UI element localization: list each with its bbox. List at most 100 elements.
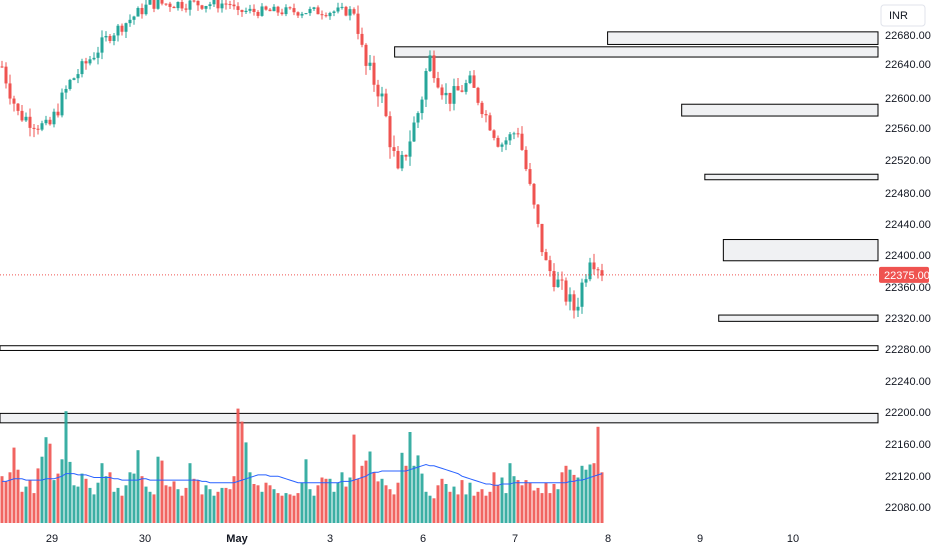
candle-body [44, 119, 48, 124]
volume-bar-91 [360, 465, 364, 523]
candle-body [336, 7, 340, 12]
candle-body [20, 110, 24, 121]
volume-bar-8 [28, 480, 32, 523]
volume-bar-14 [52, 480, 56, 523]
candle-body [516, 133, 520, 135]
price-axis[interactable]: 22680.00 22640.00 22600.00 22560.00 22520.00… [879, 4, 931, 514]
volume-bar-123 [488, 491, 492, 523]
volume-bar-55 [216, 491, 220, 523]
volume-bar-39 [152, 494, 156, 523]
candle-145 [576, 297, 580, 317]
candle-50 [196, 0, 200, 11]
candle-body [16, 103, 20, 111]
candle-body [452, 86, 456, 104]
candle-body [92, 57, 96, 60]
candle-20 [76, 68, 80, 84]
time-tick-label: 29 [46, 533, 58, 545]
candle-107 [424, 68, 428, 107]
candle-149 [592, 253, 596, 275]
candle-body [512, 133, 516, 135]
volume-bar-106 [420, 473, 424, 523]
volume-bar-54 [212, 495, 216, 523]
candle-144 [572, 290, 576, 319]
candle-92 [364, 43, 368, 75]
volume-bar-141 [560, 472, 564, 523]
volume-bar-86 [340, 472, 344, 523]
candle-body [80, 61, 84, 75]
volume-bar-142 [564, 465, 568, 523]
candle-96 [380, 86, 384, 104]
candle-122 [484, 110, 488, 123]
candle-body [108, 35, 112, 41]
candle-130 [516, 127, 520, 138]
candle-30 [116, 24, 120, 42]
volume-bar-72 [284, 493, 288, 523]
volume-bar-26 [100, 463, 104, 523]
candle-35 [136, 6, 140, 17]
candle-body [436, 78, 440, 88]
volume-bar-52 [204, 485, 208, 523]
candle-66 [260, 3, 264, 17]
candle-body [556, 279, 560, 288]
candle-89 [352, 7, 356, 16]
candle-77 [304, 12, 308, 15]
candle-body [480, 102, 484, 115]
candle-body [152, 0, 156, 9]
candle-body [440, 87, 444, 96]
volume-bar-119 [472, 495, 476, 523]
candle-body [344, 6, 348, 16]
volume-bar-47 [184, 487, 188, 523]
candle-31 [120, 23, 124, 36]
volume-bar-129 [512, 476, 516, 523]
candle-body [100, 37, 104, 53]
candle-body [552, 271, 556, 288]
volume-bar-116 [460, 480, 464, 523]
candle-body [260, 6, 264, 16]
volume-bar-1 [0, 476, 4, 523]
candle-34 [132, 15, 136, 25]
candle-body [432, 55, 436, 79]
candle-32 [124, 22, 128, 38]
candle-105 [416, 111, 420, 128]
candle-body [400, 154, 404, 169]
candle-85 [336, 2, 340, 14]
candle-body [212, 0, 216, 5]
candle-body [252, 8, 256, 12]
volume-bar-87 [344, 486, 348, 523]
candle-13 [48, 116, 52, 126]
candle-54 [212, 0, 216, 7]
volume-bar-80 [316, 485, 320, 523]
volume-bar-35 [136, 450, 140, 523]
candle-body [352, 9, 356, 14]
candle-87 [344, 5, 348, 17]
volume-bar-83 [328, 478, 332, 523]
candle-1 [0, 60, 4, 68]
price-tick-label: 22600.00 [885, 93, 931, 105]
volume-bar-7 [24, 486, 28, 523]
candle-86 [340, 2, 344, 10]
candle-42 [164, 3, 168, 6]
candle-8 [28, 108, 32, 137]
time-axis[interactable]: 29 30 May 3 6 7 8 9 10 [46, 533, 799, 545]
volume-bar-130 [516, 480, 520, 523]
candle-body [472, 75, 476, 88]
volume-bar-23 [88, 487, 92, 523]
candle-106 [420, 96, 424, 120]
volume-bar-132 [524, 480, 528, 523]
price-tick-label: 22240.00 [885, 376, 931, 388]
volume-bar-112 [444, 484, 448, 523]
candle-body [76, 74, 80, 79]
candle-61 [240, 9, 244, 17]
volume-bar-143 [568, 469, 572, 523]
zone-4 [704, 173, 879, 181]
volume-bar-107 [424, 491, 428, 523]
candle-body [60, 92, 64, 116]
candle-68 [268, 8, 272, 12]
candle-22 [84, 57, 88, 70]
volume-bar-62 [244, 442, 248, 523]
candle-112 [444, 83, 448, 105]
candle-body [272, 6, 276, 12]
volume-bar-105 [416, 455, 420, 523]
